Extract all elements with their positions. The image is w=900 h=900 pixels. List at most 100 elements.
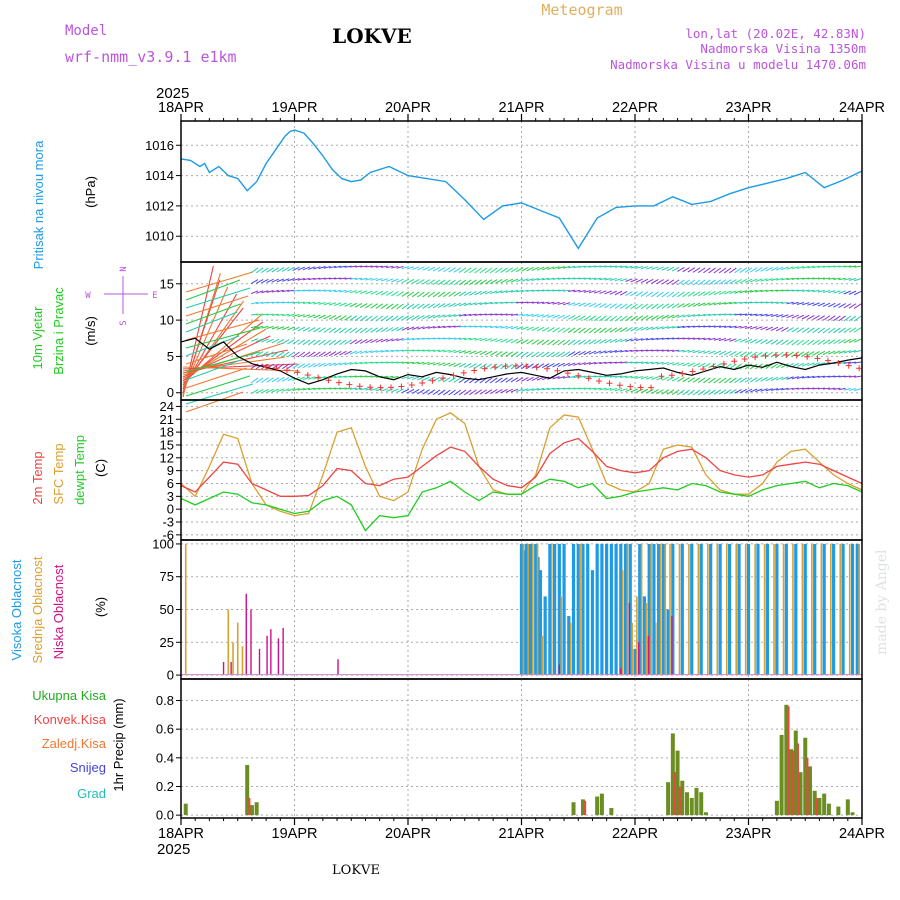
wind-barb — [391, 326, 399, 332]
cloud-high-bar — [567, 616, 571, 676]
wind-barb — [531, 301, 539, 304]
wind-gust-markers — [263, 352, 863, 391]
wind-barb — [479, 363, 488, 369]
cloud-mid-bar — [536, 543, 539, 676]
wind-barb — [781, 376, 789, 381]
wind-arrows — [182, 265, 862, 413]
wind-barb — [760, 313, 768, 317]
wind-barb — [635, 338, 643, 342]
cloud-high-bar — [571, 543, 576, 676]
wind-barb — [812, 375, 820, 379]
wind-barb — [401, 361, 409, 364]
wind-barb — [360, 387, 368, 391]
cloud-low-bar — [337, 659, 339, 676]
wind-barb — [744, 278, 753, 283]
precip-total-bar — [595, 796, 600, 816]
wind-barb — [671, 303, 680, 309]
wind-barb — [552, 351, 560, 357]
precip-total-bar — [774, 800, 779, 816]
wind-barb — [365, 277, 373, 281]
cloud-ytick-label: 0 — [167, 668, 174, 683]
wind-barb — [552, 339, 560, 346]
wind-barb — [630, 265, 638, 269]
wind-barb — [562, 375, 571, 379]
wind-barb — [365, 338, 373, 344]
wind-gust-marker — [294, 369, 301, 376]
wind-barb — [604, 277, 612, 281]
wind-barb — [391, 388, 399, 393]
wind-barb — [578, 339, 586, 346]
wind-barb — [568, 289, 576, 293]
cloud-mid-bar — [645, 602, 648, 676]
wind-barb — [677, 314, 685, 319]
wind-barb — [682, 314, 690, 318]
pressure-line — [180, 129, 863, 250]
wind-barb — [276, 278, 285, 283]
wind-barb — [323, 314, 332, 320]
cloud-label-high: Visoka Oblacnost — [9, 559, 24, 660]
wind-barb — [391, 303, 399, 310]
cloud-high-bar — [619, 543, 623, 676]
wind-barb — [651, 291, 659, 298]
wind-barb — [474, 363, 482, 369]
wind-barb — [453, 279, 462, 286]
wind-barb — [630, 278, 638, 283]
wind-barb — [490, 325, 498, 329]
wind-barb — [256, 301, 264, 305]
cloud-high-bar — [803, 543, 807, 676]
wind-barb — [692, 377, 701, 383]
wind-barb — [744, 290, 753, 293]
cloud-mid-bar — [532, 543, 534, 676]
wind-barb — [417, 361, 425, 365]
wind-arrow — [185, 279, 241, 301]
wind-barb — [718, 325, 727, 328]
wind-barb — [609, 361, 617, 364]
wind-barb — [302, 363, 311, 369]
wind-barb — [635, 361, 643, 364]
wind-barb — [307, 351, 316, 358]
wind-barb — [635, 291, 644, 297]
wind-barb — [640, 303, 649, 310]
wind-barb — [573, 289, 581, 293]
wind-barb — [672, 362, 680, 366]
wind-barb — [255, 388, 264, 394]
wind-barb — [484, 325, 493, 328]
temp-label-2m: 2m Temp — [30, 451, 45, 504]
wind-barb — [593, 302, 602, 308]
wind-barb — [750, 313, 758, 316]
wind-barb — [266, 301, 274, 304]
wind-barb — [640, 376, 649, 380]
cloud-mid-bar — [522, 543, 525, 676]
temp-ytick-label: 6 — [167, 476, 174, 491]
wind-barb — [547, 363, 555, 368]
wind-barb — [541, 339, 550, 346]
wind-gust-marker — [783, 352, 790, 359]
compass-e: E — [152, 291, 157, 301]
wind-barb — [776, 314, 784, 318]
wind-barb — [521, 326, 529, 331]
wind-barb — [573, 315, 581, 321]
wind-barb — [562, 362, 571, 367]
wind-barb — [708, 267, 716, 274]
wind-barb — [713, 267, 722, 274]
wind-barb — [802, 387, 810, 390]
wind-barb — [359, 327, 368, 334]
wind-barb — [484, 389, 493, 395]
cloud-high-bar — [600, 543, 604, 676]
wind-barb — [354, 315, 363, 322]
wind-barb — [687, 291, 696, 297]
wind-barb — [432, 291, 441, 298]
wind-barb — [750, 289, 758, 293]
wind-barb — [266, 388, 274, 393]
wind-barb — [401, 315, 410, 321]
wind-barb — [687, 349, 695, 353]
credit-text: made by Angel — [874, 549, 890, 655]
wind-barb — [448, 349, 456, 353]
time-label-bottom: 24APR — [839, 826, 885, 842]
wind-barb — [339, 289, 347, 293]
cloud-mid-bar — [550, 543, 553, 676]
wind-gust-marker — [273, 365, 280, 372]
wind-barb — [692, 302, 701, 307]
temp-2m-line — [180, 437, 863, 497]
cloud-mid-bar — [848, 543, 851, 676]
